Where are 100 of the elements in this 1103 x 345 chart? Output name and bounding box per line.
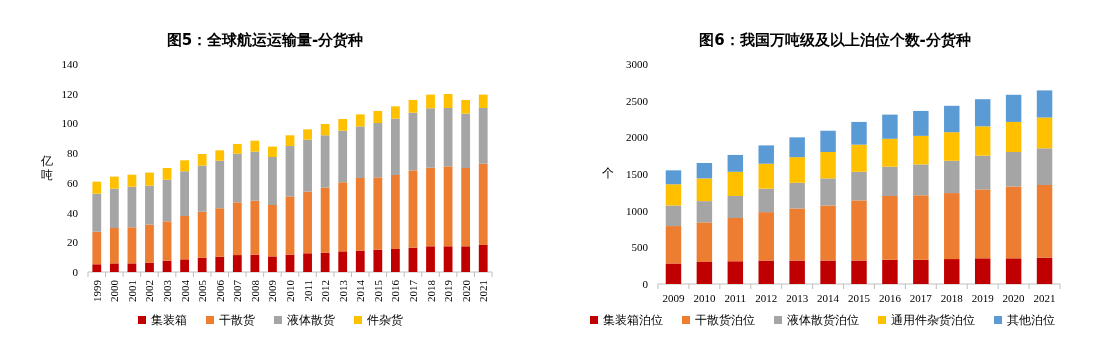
bar [92,181,102,194]
bar [851,200,867,261]
bar [127,174,137,187]
bar [665,205,682,227]
x-tick-label: 2018 [424,279,437,302]
bar [320,252,330,272]
bar [268,157,277,205]
x-tick-label: 2007 [231,279,244,302]
bar [478,107,488,164]
bar [303,129,312,140]
bar [408,99,418,113]
bar [696,163,713,179]
bar [727,171,744,196]
legend-label: 通用件杂货泊位 [891,313,975,327]
legend-label: 集装箱泊位 [603,313,663,327]
bar [303,191,312,254]
bar [285,196,295,255]
y-tick-label: 2000 [626,131,649,144]
y-tick-label: 80 [67,147,79,160]
y-axis-title: 个 [602,166,614,180]
bar [882,166,898,196]
bar [197,257,207,272]
bar [268,146,277,158]
bar [355,114,365,127]
y-tick-label: 20 [67,236,79,249]
y-axis-title: 亿吨 [40,154,53,182]
bar [1036,185,1053,258]
bar [789,182,805,209]
bar [820,130,836,152]
bar [109,228,119,264]
bar [180,215,189,260]
bar [727,196,744,218]
y-tick-label: 3000 [626,58,649,70]
x-tick-label: 1999 [90,279,103,302]
bar [426,246,435,272]
bar [913,259,929,284]
bar [727,154,744,172]
bar [92,264,102,272]
x-tick-label: 2021 [477,280,490,302]
bar [1036,117,1053,149]
bar [696,178,713,202]
bar [443,246,453,272]
bar [1005,258,1022,284]
bar [391,248,400,272]
legend-label: 干散货 [219,313,255,327]
bar [426,167,435,247]
x-tick-label: 2003 [161,279,174,302]
x-tick-label: 2012 [319,280,332,302]
bar [820,152,836,179]
bar [758,260,774,284]
bar [408,112,418,171]
legend-label: 液体散货泊位 [787,313,859,327]
bar [1036,148,1053,185]
bar [851,260,867,284]
y-tick-label: 1000 [626,204,649,217]
bar [303,253,312,272]
x-tick-label: 2010 [284,279,296,302]
bar [408,170,418,248]
bar [665,170,682,185]
bar [373,177,383,250]
bar [268,204,277,257]
x-tick-label: 2006 [213,279,226,302]
x-tick-label: 2015 [848,292,871,304]
bar [974,126,991,156]
bar [320,124,330,136]
bar [820,178,836,206]
bar [145,224,154,263]
bar [162,179,172,222]
bar [461,113,471,168]
y-tick-label: 500 [631,241,649,254]
x-tick-label: 2020 [459,279,472,302]
bar [944,193,960,260]
y-tick-label: 2500 [626,94,649,107]
bar [109,176,119,189]
bar [373,110,383,123]
x-tick-label: 2004 [178,279,191,302]
bar [882,259,898,284]
legend-label: 液体散货 [287,313,335,327]
x-tick-label: 2013 [336,279,349,302]
x-tick-label: 2001 [125,280,138,302]
bar [180,171,189,216]
bar [109,263,119,272]
bar [974,155,991,190]
bar [789,157,805,183]
bar [232,143,242,154]
bar [197,165,207,212]
bar [373,249,383,272]
bar [443,166,453,247]
bar [285,146,295,197]
legend-label: 干散货泊位 [695,313,755,327]
x-tick-label: 2019 [442,279,455,302]
bar [758,163,774,189]
x-tick-label: 2021 [1033,292,1056,304]
bar [461,168,471,247]
bar [478,163,488,245]
y-tick-label: 0 [72,266,79,278]
y-tick-label: 100 [61,117,79,130]
bar [1005,152,1022,187]
bar [913,110,929,136]
bar [268,256,277,272]
